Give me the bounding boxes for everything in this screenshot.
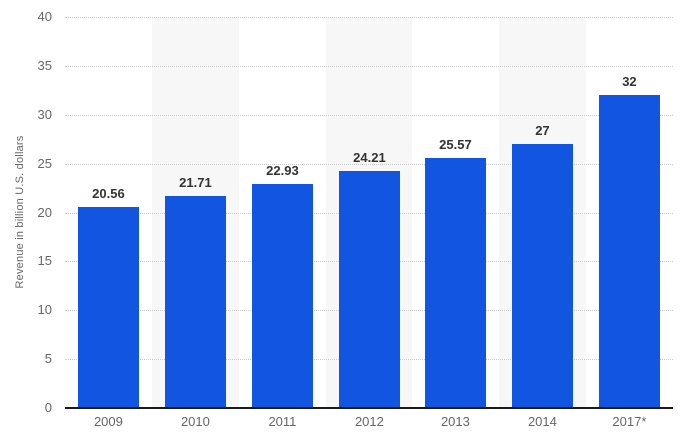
bar-value-label: 21.71 [179, 175, 212, 190]
y-tick-label: 20 [37, 204, 52, 220]
y-tick-label: 30 [37, 106, 52, 122]
bar [165, 196, 226, 408]
gridline [65, 163, 673, 165]
x-tick-label: 2014 [527, 414, 557, 429]
y-tick-label: 5 [44, 351, 52, 367]
x-tick-label: 2013 [440, 414, 470, 429]
bar [512, 144, 573, 408]
gridline [65, 114, 673, 116]
x-tick-label: 2009 [93, 414, 123, 429]
bar [339, 171, 400, 408]
bar-value-label: 20.56 [92, 186, 125, 201]
y-tick-label: 25 [37, 155, 52, 171]
x-tick-label: 2011 [268, 414, 297, 429]
x-tick-label: 2012 [354, 414, 384, 429]
bar [599, 95, 660, 408]
bar [78, 207, 139, 408]
bar-value-label: 22.93 [266, 163, 299, 178]
bar [425, 158, 486, 408]
gridline [65, 17, 673, 18]
bar-value-label: 27 [535, 123, 550, 138]
y-tick-label: 35 [37, 57, 52, 73]
x-tick-label: 2010 [180, 414, 210, 429]
y-tick-label: 0 [44, 400, 52, 415]
y-tick-label: 15 [37, 253, 52, 269]
x-tick-label: 2017* [612, 414, 647, 429]
bar-value-label: 32 [622, 74, 637, 89]
x-axis-line [65, 407, 673, 409]
bar-value-label: 24.21 [353, 150, 386, 165]
gridline [65, 65, 673, 67]
y-tick-label: 40 [37, 9, 52, 24]
y-tick-label: 10 [37, 302, 52, 318]
bar-value-label: 25.57 [439, 137, 472, 152]
bar [252, 184, 313, 408]
